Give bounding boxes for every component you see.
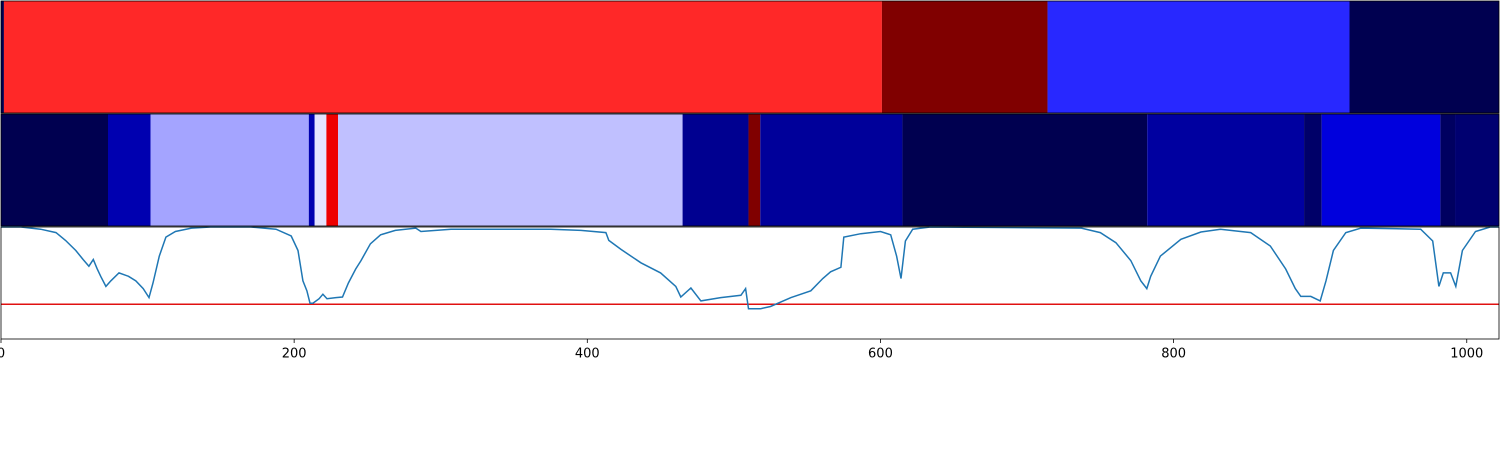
panel-frame xyxy=(0,226,1500,340)
x-tick-label: 1000 xyxy=(1450,347,1483,362)
segment xyxy=(308,114,315,226)
segment xyxy=(1304,114,1322,226)
segment xyxy=(314,114,327,226)
segment xyxy=(1321,114,1441,226)
x-tick-label: 600 xyxy=(868,347,893,362)
panel-frame xyxy=(0,113,1500,227)
x-tick-label: 200 xyxy=(282,347,307,362)
segment xyxy=(1147,114,1305,226)
segment xyxy=(326,114,339,226)
segment xyxy=(150,114,309,226)
segment xyxy=(760,114,903,226)
segment xyxy=(1440,114,1456,226)
segment xyxy=(902,114,1148,226)
segment xyxy=(1,114,108,226)
x-tick-label: 0 xyxy=(0,347,5,362)
segment xyxy=(881,1,1048,113)
segment xyxy=(3,1,882,113)
data-line xyxy=(1,226,1499,310)
segment xyxy=(1047,1,1350,113)
segment xyxy=(1455,114,1499,226)
panel-background xyxy=(1,227,1499,339)
segment xyxy=(682,114,749,226)
segment xyxy=(338,114,683,226)
segment xyxy=(108,114,151,226)
x-tick-label: 400 xyxy=(575,347,600,362)
segment xyxy=(748,114,761,226)
segment xyxy=(1,1,4,113)
panel-frame xyxy=(0,0,1500,114)
x-tick-label: 800 xyxy=(1161,347,1186,362)
segment xyxy=(1349,1,1499,113)
